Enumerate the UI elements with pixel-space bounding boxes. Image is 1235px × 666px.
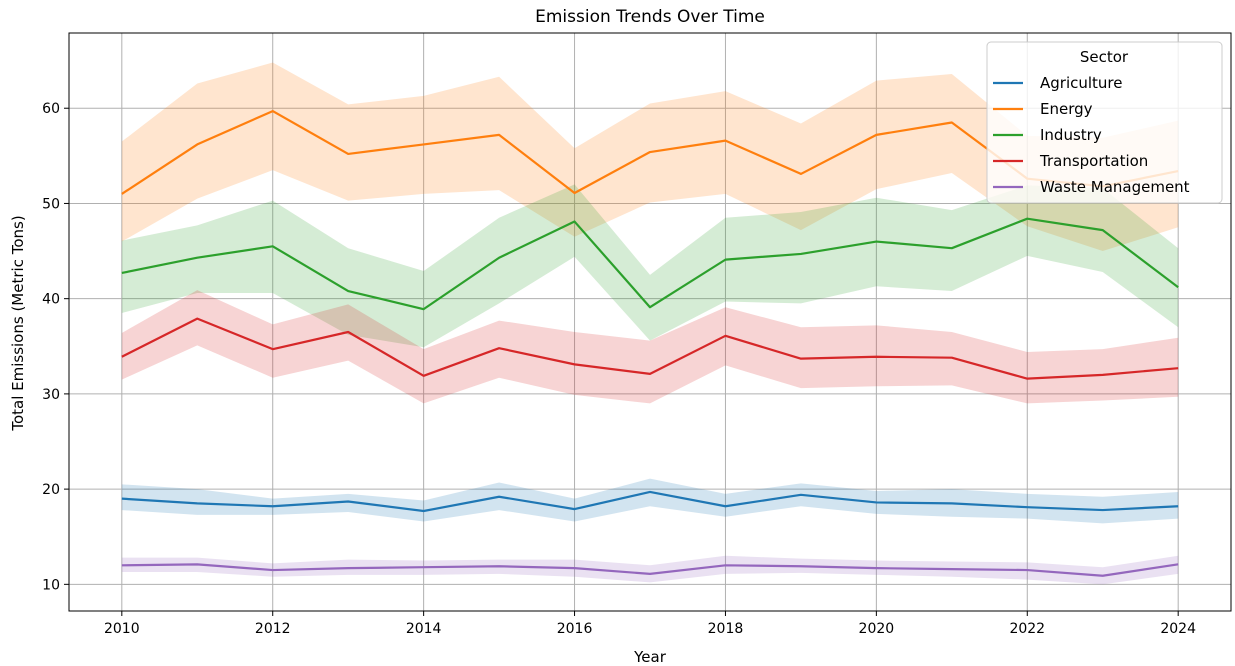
x-axis-ticks: 2010 2012 2014 2016 2018 2020 2022 2024 xyxy=(104,611,1196,637)
agriculture-line xyxy=(121,490,1179,513)
confidence-bands xyxy=(121,62,1179,585)
legend-title: Sector xyxy=(1080,48,1129,66)
agriculture-band xyxy=(121,478,1179,524)
x-tick-label: 2016 xyxy=(557,621,593,637)
y-tick-label: 60 xyxy=(42,101,60,117)
y-tick-label: 10 xyxy=(42,577,60,593)
legend-label-transportation: Transportation xyxy=(1039,152,1148,170)
transportation-line xyxy=(121,317,1179,380)
energy-band xyxy=(121,62,1179,252)
y-axis-ticks: 10 20 30 40 50 60 xyxy=(42,101,69,593)
legend-label-waste-management: Waste Management xyxy=(1040,178,1190,196)
x-tick-label: 2022 xyxy=(1009,621,1045,637)
legend-label-energy: Energy xyxy=(1040,100,1093,118)
legend: Sector Agriculture Energy Industry Transpor… xyxy=(986,41,1223,204)
y-tick-label: 30 xyxy=(42,387,60,403)
legend-label-agriculture: Agriculture xyxy=(1040,74,1123,92)
legend-label-industry: Industry xyxy=(1040,126,1102,144)
x-axis-label: Year xyxy=(633,648,667,666)
transportation-band xyxy=(121,290,1179,404)
industry-line xyxy=(121,217,1179,311)
x-tick-label: 2018 xyxy=(708,621,744,637)
legend-box xyxy=(986,41,1223,204)
chart-title: Emission Trends Over Time xyxy=(535,7,765,27)
industry-band xyxy=(121,184,1179,348)
waste-management-line xyxy=(121,563,1179,577)
x-tick-label: 2020 xyxy=(859,621,895,637)
y-tick-label: 40 xyxy=(42,292,60,308)
y-tick-label: 50 xyxy=(42,196,60,212)
x-tick-label: 2012 xyxy=(255,621,291,637)
x-tick-label: 2014 xyxy=(406,621,442,637)
y-tick-label: 20 xyxy=(42,482,60,498)
x-tick-label: 2024 xyxy=(1160,621,1196,637)
plot-frame xyxy=(68,32,1232,612)
waste-management-band xyxy=(121,555,1179,585)
y-axis-label: Total Emissions (Metric Tons) xyxy=(9,215,27,431)
x-tick-label: 2010 xyxy=(104,621,140,637)
